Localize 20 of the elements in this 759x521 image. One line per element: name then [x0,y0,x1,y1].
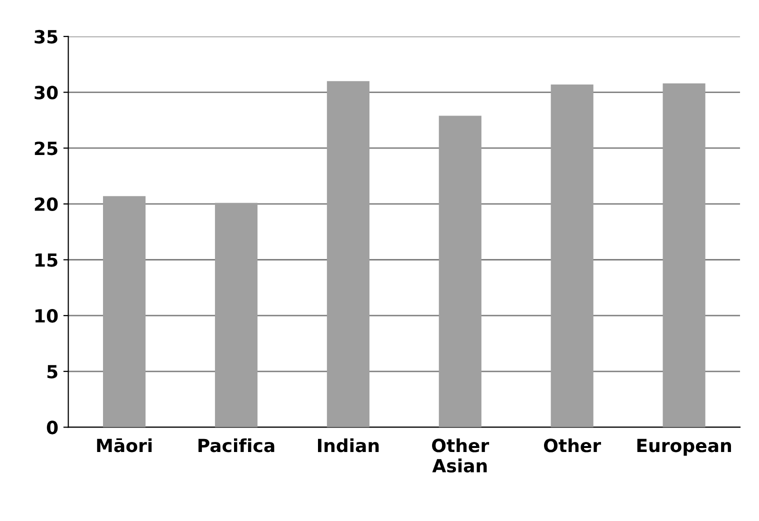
x-tick-label: Other [544,438,602,452]
x-tick-label: Other Asian [432,438,490,473]
y-tick-label: 15 [36,253,58,267]
bar [550,84,594,428]
x-tick-label: Indian [318,438,379,452]
y-tick-label: 35 [34,30,58,44]
bar [326,81,370,428]
y-tick-label: 25 [34,142,58,156]
bar [214,202,258,428]
y-tick-label: 30 [34,86,58,100]
bar [438,116,482,428]
y-tick-label: 10 [36,309,58,323]
x-tick-label: Pacifica [198,438,274,452]
bar [662,83,706,428]
y-tick-label: 0 [46,420,58,434]
bar [103,196,146,428]
y-tick-label: 5 [47,365,58,379]
y-tick-label: 20 [34,197,58,212]
x-tick-label: Māori [97,438,152,452]
x-tick-label: European [637,438,731,456]
